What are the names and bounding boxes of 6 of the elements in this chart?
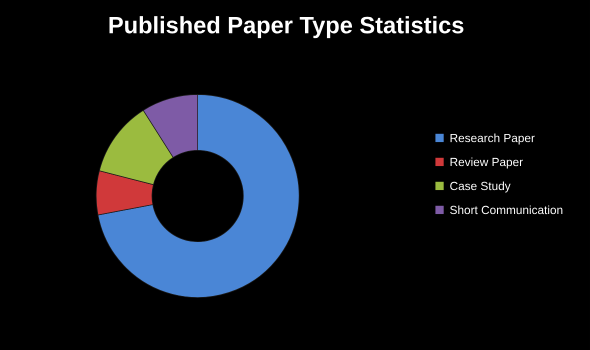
donut-slice [98,94,300,298]
chart-title: Published Paper Type Statistics [110,16,464,38]
legend-label: Research Paper [450,134,535,145]
legend-label: Short Communication [450,205,562,214]
legend-label: Review Paper [450,158,523,169]
legend-label: Case Study [450,181,511,192]
